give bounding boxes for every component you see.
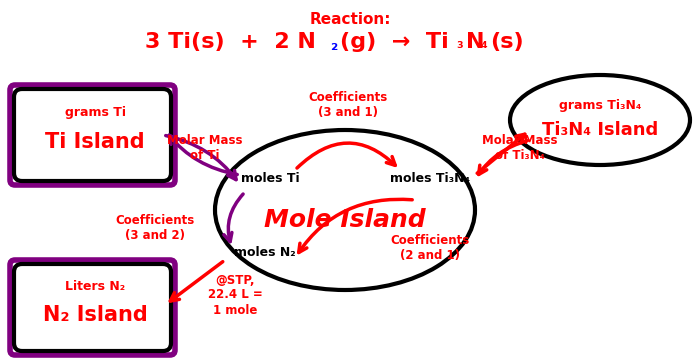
Text: Molar Mass
of Ti: Molar Mass of Ti <box>167 134 243 162</box>
Text: moles N₂: moles N₂ <box>234 247 296 260</box>
Text: Ti₃N₄ Island: Ti₃N₄ Island <box>542 121 658 139</box>
Text: Coefficients
(2 and 1): Coefficients (2 and 1) <box>391 234 470 262</box>
Text: Reaction:: Reaction: <box>309 12 391 27</box>
Text: Ti Island: Ti Island <box>46 132 145 152</box>
Text: Liters N₂: Liters N₂ <box>65 280 125 292</box>
Text: N: N <box>466 32 484 52</box>
Text: Molar Mass
of Ti₃N₄: Molar Mass of Ti₃N₄ <box>482 134 558 162</box>
Text: (g)  →  Ti: (g) → Ti <box>340 32 449 52</box>
Text: grams Ti: grams Ti <box>64 106 125 118</box>
Text: Coefficients
(3 and 1): Coefficients (3 and 1) <box>309 91 388 119</box>
Text: @STP,
22.4 L =
1 mole: @STP, 22.4 L = 1 mole <box>208 274 262 316</box>
Text: ₄: ₄ <box>481 36 488 51</box>
FancyBboxPatch shape <box>10 260 175 355</box>
Text: (s): (s) <box>490 32 524 52</box>
Text: N₂ Island: N₂ Island <box>43 305 148 325</box>
Text: 3 Ti(s)  +  2 N: 3 Ti(s) + 2 N <box>145 32 316 52</box>
Text: Coefficients
(3 and 2): Coefficients (3 and 2) <box>116 214 195 242</box>
Text: grams Ti₃N₄: grams Ti₃N₄ <box>559 98 641 111</box>
Text: moles Ti: moles Ti <box>241 171 300 184</box>
Text: ₂: ₂ <box>330 36 337 54</box>
FancyBboxPatch shape <box>10 85 175 185</box>
Text: moles Ti₃N₄: moles Ti₃N₄ <box>390 171 470 184</box>
Ellipse shape <box>510 75 690 165</box>
Text: ₃: ₃ <box>456 36 463 51</box>
Text: Mole Island: Mole Island <box>264 208 426 232</box>
